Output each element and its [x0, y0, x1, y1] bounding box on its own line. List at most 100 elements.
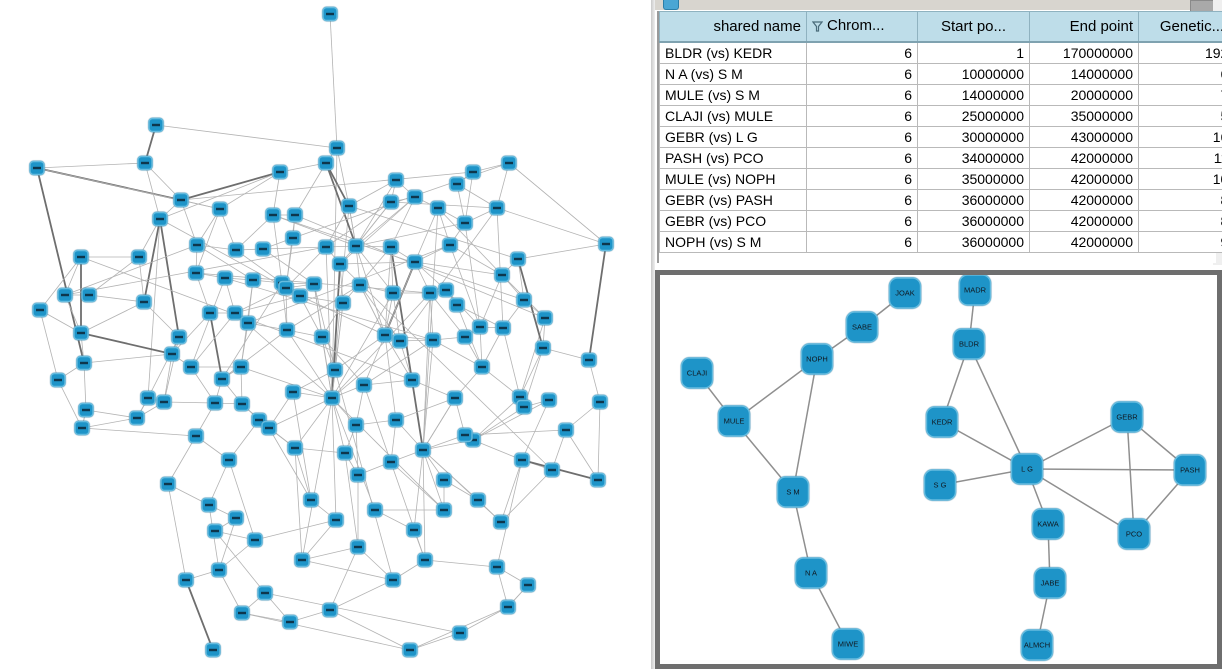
table-cell[interactable]: MULE (vs) NOPH: [659, 168, 807, 190]
network-edge[interactable]: [147, 218, 161, 399]
network-edge[interactable]: [500, 469, 553, 523]
network-edge[interactable]: [155, 124, 338, 149]
network-edge[interactable]: [565, 429, 599, 481]
table-cell[interactable]: NOPH (vs) S M: [659, 231, 807, 253]
network-edge[interactable]: [254, 519, 337, 541]
table-cell[interactable]: 42000000: [1029, 147, 1139, 169]
network-edge[interactable]: [479, 274, 503, 328]
network-edge[interactable]: [355, 201, 392, 247]
network-edge[interactable]: [264, 592, 461, 634]
table-cell[interactable]: 43000000: [1029, 126, 1139, 148]
network-edge[interactable]: [355, 222, 466, 247]
table-cell[interactable]: 6: [806, 189, 918, 211]
network-edge[interactable]: [294, 447, 346, 454]
network-edge[interactable]: [88, 294, 145, 303]
table-cell[interactable]: 42000000: [1029, 168, 1139, 190]
network-edge[interactable]: [159, 218, 180, 338]
network-edge[interactable]: [449, 244, 503, 276]
network-node[interactable]: [776, 476, 810, 508]
network-edge[interactable]: [424, 559, 498, 568]
network-edge[interactable]: [521, 459, 599, 481]
network-edge[interactable]: [190, 312, 236, 368]
network-edge[interactable]: [342, 246, 392, 304]
network-edge[interactable]: [968, 343, 1028, 470]
network-edge[interactable]: [81, 427, 197, 437]
network-edge[interactable]: [344, 452, 359, 548]
filter-funnel-icon[interactable]: [811, 19, 824, 36]
network-edge[interactable]: [180, 171, 281, 201]
network-edge[interactable]: [262, 246, 327, 250]
table-cell[interactable]: 42000000: [1029, 210, 1139, 232]
table-cell[interactable]: GEBR (vs) PASH: [659, 189, 807, 211]
table-cell[interactable]: 6: [806, 168, 918, 190]
network-node[interactable]: [831, 628, 865, 660]
network-edge[interactable]: [384, 261, 416, 336]
network-edge[interactable]: [331, 340, 401, 399]
network-edge[interactable]: [334, 302, 344, 371]
network-node[interactable]: [717, 405, 751, 437]
network-edge[interactable]: [195, 208, 221, 274]
network-edge[interactable]: [359, 284, 386, 336]
tab-fragment[interactable]: [663, 0, 679, 10]
network-node[interactable]: [680, 357, 714, 389]
network-edge[interactable]: [285, 214, 296, 289]
network-edge[interactable]: [214, 530, 266, 594]
network-edge[interactable]: [167, 435, 197, 485]
network-edge[interactable]: [167, 483, 187, 581]
network-edge[interactable]: [496, 207, 607, 245]
network-edge[interactable]: [355, 245, 394, 294]
network-edge[interactable]: [294, 397, 333, 449]
network-edge[interactable]: [359, 284, 401, 342]
network-edge[interactable]: [336, 147, 350, 207]
network-edge[interactable]: [163, 336, 180, 403]
network-edge[interactable]: [301, 397, 333, 561]
network-edge[interactable]: [1026, 416, 1128, 470]
table-cell[interactable]: 11.4: [1138, 147, 1222, 169]
network-edge[interactable]: [348, 205, 519, 260]
network-edge[interactable]: [348, 179, 397, 207]
table-cell[interactable]: N A (vs) S M: [659, 63, 807, 85]
network-node[interactable]: [1173, 454, 1207, 486]
network-edge[interactable]: [57, 379, 83, 429]
network-edge[interactable]: [472, 396, 521, 441]
network-edge[interactable]: [517, 243, 607, 260]
table-cell[interactable]: 42000000: [1029, 189, 1139, 211]
network-edge[interactable]: [449, 244, 481, 328]
network-edge[interactable]: [437, 207, 503, 276]
table-cell[interactable]: 1: [917, 41, 1030, 64]
network-edge[interactable]: [500, 459, 523, 523]
network-node[interactable]: [1010, 453, 1044, 485]
network-node[interactable]: [888, 277, 922, 309]
network-edge[interactable]: [294, 162, 327, 216]
network-edge[interactable]: [196, 244, 254, 281]
network-edge[interactable]: [329, 579, 394, 611]
column-header-genetic[interactable]: Genetic...: [1138, 11, 1222, 43]
table-cell[interactable]: 5.9: [1138, 105, 1222, 127]
network-edge[interactable]: [334, 334, 386, 371]
table-cell[interactable]: 6: [806, 84, 918, 106]
network-edge[interactable]: [163, 353, 173, 403]
network-edge[interactable]: [363, 379, 413, 386]
table-cell[interactable]: 36000000: [917, 231, 1030, 253]
network-edge[interactable]: [329, 13, 338, 149]
table-cell[interactable]: 6: [806, 126, 918, 148]
network-edge[interactable]: [224, 277, 434, 341]
network-edge[interactable]: [429, 292, 466, 338]
network-edge[interactable]: [39, 256, 82, 311]
network-edge[interactable]: [262, 248, 315, 285]
network-edge[interactable]: [502, 327, 521, 398]
network-edge[interactable]: [339, 263, 553, 471]
network-edge[interactable]: [409, 632, 461, 651]
network-edge[interactable]: [286, 329, 333, 399]
table-cell[interactable]: 6: [806, 231, 918, 253]
network-edge[interactable]: [180, 171, 474, 201]
network-edge[interactable]: [422, 449, 426, 561]
network-edge[interactable]: [329, 609, 411, 651]
network-edge[interactable]: [329, 546, 359, 611]
table-row[interactable]: GEBR (vs) PASH636000000420000008.9: [659, 189, 1222, 211]
network-node[interactable]: [1020, 629, 1054, 661]
network-edge[interactable]: [472, 406, 525, 441]
table-row[interactable]: CLAJI (vs) MULE625000000350000005.9: [659, 105, 1222, 127]
network-edge[interactable]: [792, 358, 818, 493]
network-edge[interactable]: [39, 309, 59, 381]
